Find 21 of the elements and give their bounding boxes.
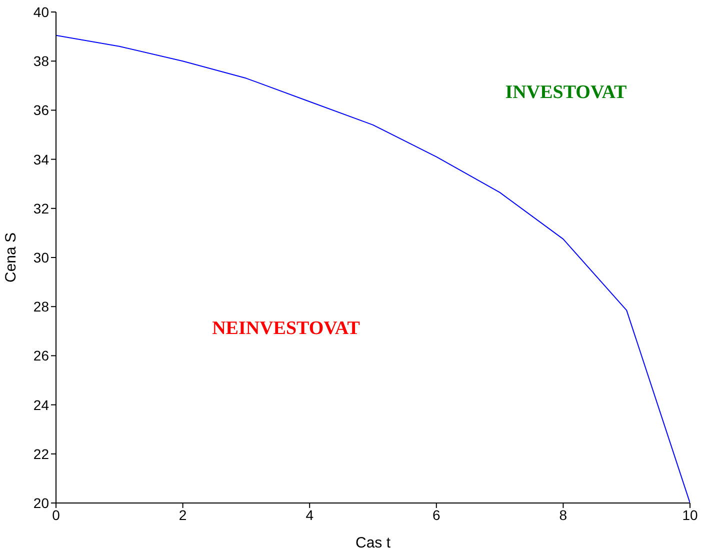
x-tick-label: 2 <box>178 506 187 523</box>
x-tick-label: 0 <box>52 506 60 523</box>
y-tick-label: 20 <box>33 494 50 511</box>
y-tick-label: 30 <box>33 249 50 266</box>
y-tick-label: 22 <box>33 446 50 462</box>
annotation: NEINVESTOVAT <box>212 318 360 340</box>
y-tick-label: 40 <box>33 4 50 20</box>
y-tick-label: 34 <box>33 151 50 168</box>
y-axis-title: Cena S <box>2 232 20 283</box>
y-tick-label: 24 <box>33 396 50 413</box>
y-tick-label: 28 <box>33 298 50 315</box>
y-tick-label: 32 <box>33 200 50 216</box>
x-tick-label: 10 <box>682 506 698 523</box>
y-tick-label: 26 <box>33 348 50 364</box>
x-tick-label: 4 <box>306 506 314 523</box>
y-tick-label: 38 <box>33 53 50 70</box>
x-tick-label: 6 <box>432 506 440 523</box>
x-axis-title: Cas t <box>355 534 392 552</box>
y-tick-label: 36 <box>33 102 50 118</box>
annotation: INVESTOVAT <box>505 82 627 104</box>
x-tick-label: 8 <box>559 506 568 523</box>
